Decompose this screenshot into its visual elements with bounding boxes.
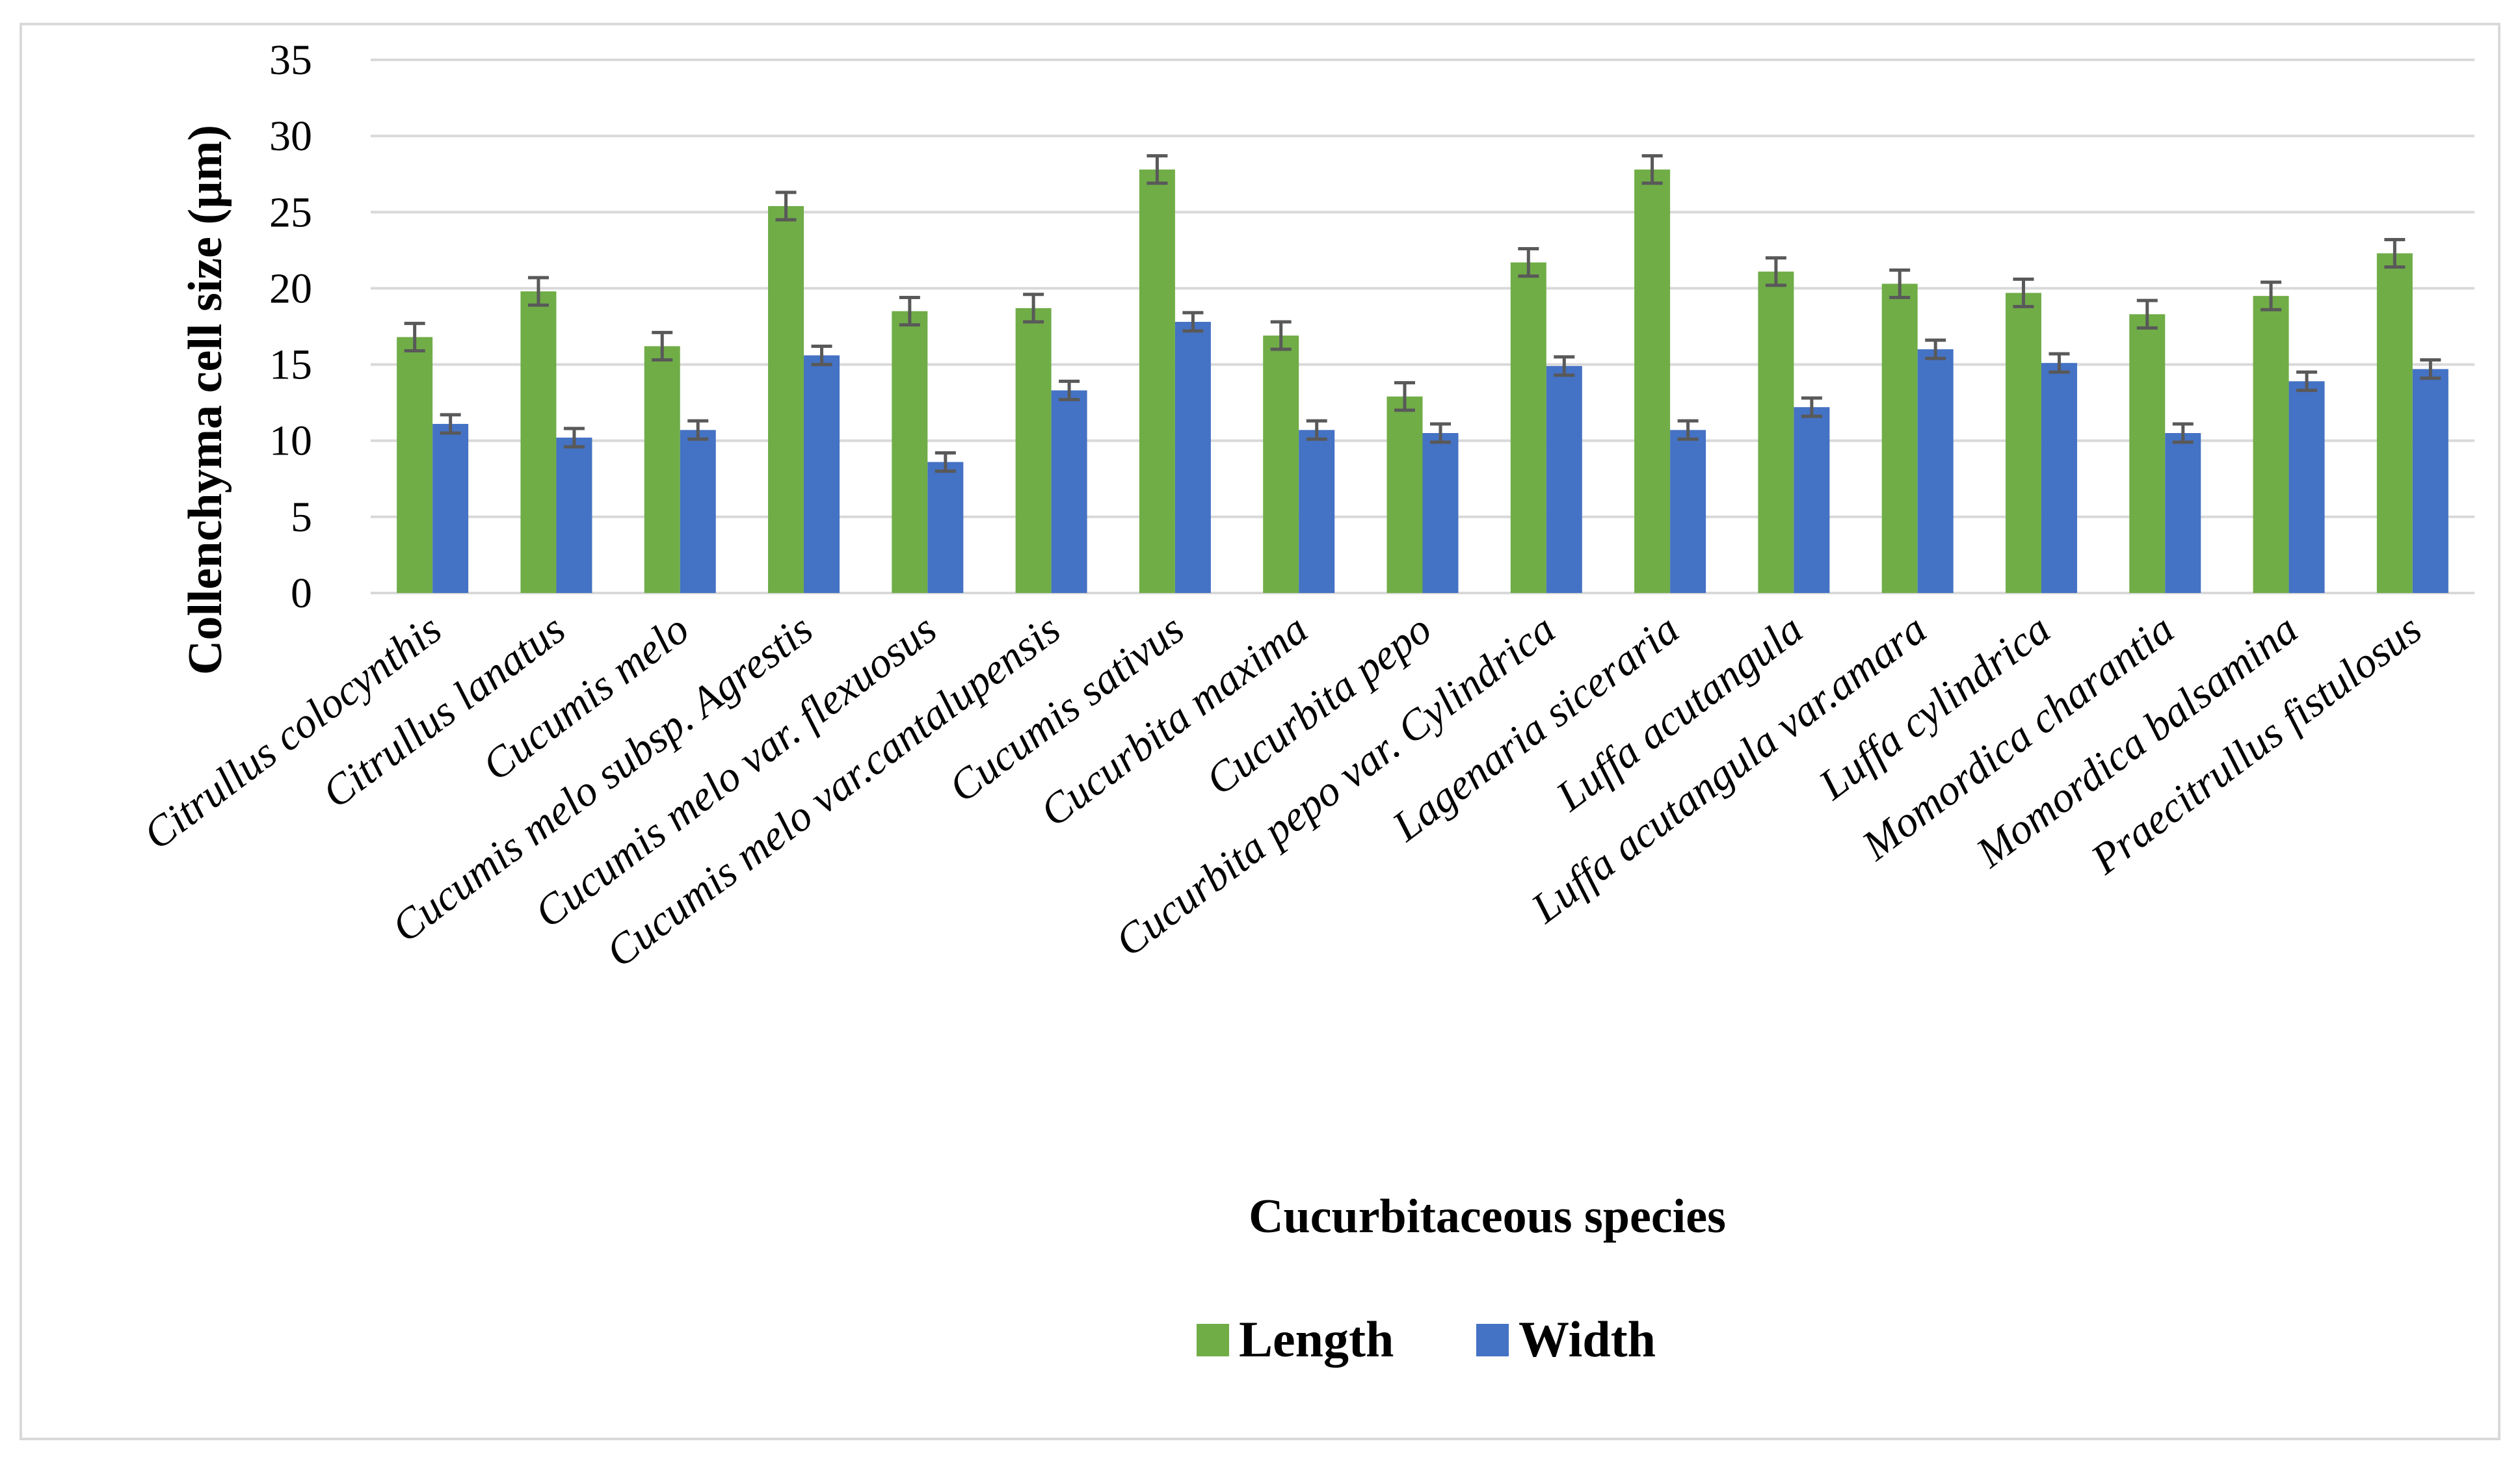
y-tick-label: 35 (269, 36, 312, 84)
error-bar-width-2 (687, 419, 709, 441)
error-bar-length-14 (2136, 298, 2158, 330)
error-bar-length-4 (899, 295, 920, 327)
y-tick-label: 25 (269, 189, 312, 236)
y-tick-label: 30 (269, 112, 312, 160)
bar-width-1[interactable] (556, 438, 592, 593)
error-bar-length-12 (1889, 268, 1911, 299)
error-bar-width-16 (2420, 358, 2441, 380)
error-bar-length-0 (404, 321, 425, 352)
error-bar-width-1 (563, 427, 585, 449)
error-bar-width-0 (440, 413, 461, 435)
bar-length-10[interactable] (1634, 169, 1671, 594)
bar-length-16[interactable] (2376, 253, 2413, 593)
bar-width-7[interactable] (1299, 430, 1335, 593)
bar-width-0[interactable] (432, 423, 469, 593)
y-tick-label: 5 (291, 494, 312, 541)
bar-width-2[interactable] (680, 430, 716, 593)
error-bar-width-6 (1182, 311, 1204, 333)
bar-length-8[interactable] (1386, 396, 1423, 593)
bar-length-6[interactable] (1139, 169, 1175, 594)
bar-width-6[interactable] (1174, 321, 1211, 593)
error-bar-width-12 (1925, 338, 1946, 360)
error-bar-width-15 (2296, 370, 2318, 392)
error-bar-width-13 (2049, 352, 2070, 374)
bar-width-11[interactable] (1794, 407, 1830, 593)
error-bar-length-8 (1394, 381, 1415, 412)
y-tick-label: 10 (269, 417, 312, 465)
error-bar-length-6 (1147, 154, 1168, 185)
bar-length-3[interactable] (768, 205, 804, 593)
bar-length-15[interactable] (2253, 296, 2289, 593)
error-bar-length-16 (2384, 237, 2406, 269)
bar-length-4[interactable] (892, 311, 928, 593)
bar-width-10[interactable] (1670, 430, 1706, 593)
error-bar-length-10 (1641, 154, 1663, 185)
error-bar-width-8 (1430, 422, 1451, 444)
bars (397, 169, 2448, 594)
bar-length-7[interactable] (1263, 336, 1299, 593)
error-bar-width-10 (1677, 419, 1699, 441)
bar-length-5[interactable] (1015, 308, 1052, 593)
bar-width-9[interactable] (1546, 365, 1582, 593)
error-bar-width-5 (1059, 379, 1080, 401)
error-bar-width-9 (1554, 355, 1575, 377)
bar-width-13[interactable] (2041, 363, 2077, 593)
bar-width-5[interactable] (1051, 390, 1087, 593)
error-bar-width-3 (811, 344, 832, 367)
x-axis-title: Cucurbitaceous species (1249, 1190, 1726, 1243)
bar-width-8[interactable] (1422, 433, 1459, 593)
y-tick-label: 20 (269, 265, 312, 312)
error-bar-length-9 (1518, 247, 1539, 278)
error-bar-length-5 (1023, 293, 1044, 324)
legend-label-length[interactable]: Length (1239, 1311, 1394, 1367)
y-tick-label: 15 (269, 341, 312, 389)
error-bars (404, 154, 2441, 473)
error-bar-length-1 (527, 276, 549, 307)
bar-width-3[interactable] (804, 355, 840, 593)
error-bar-length-11 (1765, 256, 1786, 287)
bar-width-4[interactable] (927, 462, 964, 593)
chart-frame (20, 23, 2500, 1440)
error-bar-width-11 (1801, 396, 1822, 418)
error-bar-length-7 (1270, 320, 1292, 351)
error-bar-length-13 (2013, 277, 2034, 309)
legend: Length Width (1197, 1311, 1656, 1367)
y-axis-title: Collenchyma cell size (µm) (179, 125, 232, 675)
bar-length-14[interactable] (2129, 314, 2166, 593)
bar-length-11[interactable] (1758, 271, 1794, 593)
y-tick-label: 0 (291, 570, 312, 617)
bar-width-14[interactable] (2165, 433, 2201, 593)
bar-width-12[interactable] (1917, 349, 1954, 593)
error-bar-length-15 (2261, 280, 2282, 311)
error-bar-width-14 (2172, 422, 2194, 444)
y-axis-ticks: 0 5 10 15 20 25 30 35 (269, 36, 312, 617)
legend-swatch-length (1197, 1324, 1229, 1356)
bar-length-1[interactable] (520, 291, 557, 593)
bar-width-16[interactable] (2412, 369, 2448, 593)
legend-label-width[interactable]: Width (1519, 1311, 1656, 1367)
error-bar-length-3 (775, 191, 797, 222)
bar-length-12[interactable] (1881, 283, 1918, 593)
bar-width-15[interactable] (2288, 381, 2325, 593)
error-bar-width-7 (1306, 419, 1327, 441)
bar-length-13[interactable] (2005, 293, 2041, 593)
bar-length-9[interactable] (1510, 262, 1546, 593)
error-bar-length-2 (652, 330, 673, 362)
legend-swatch-width (1476, 1324, 1509, 1356)
bar-length-0[interactable] (397, 337, 433, 593)
error-bar-width-4 (935, 451, 956, 473)
bar-length-2[interactable] (644, 346, 680, 593)
